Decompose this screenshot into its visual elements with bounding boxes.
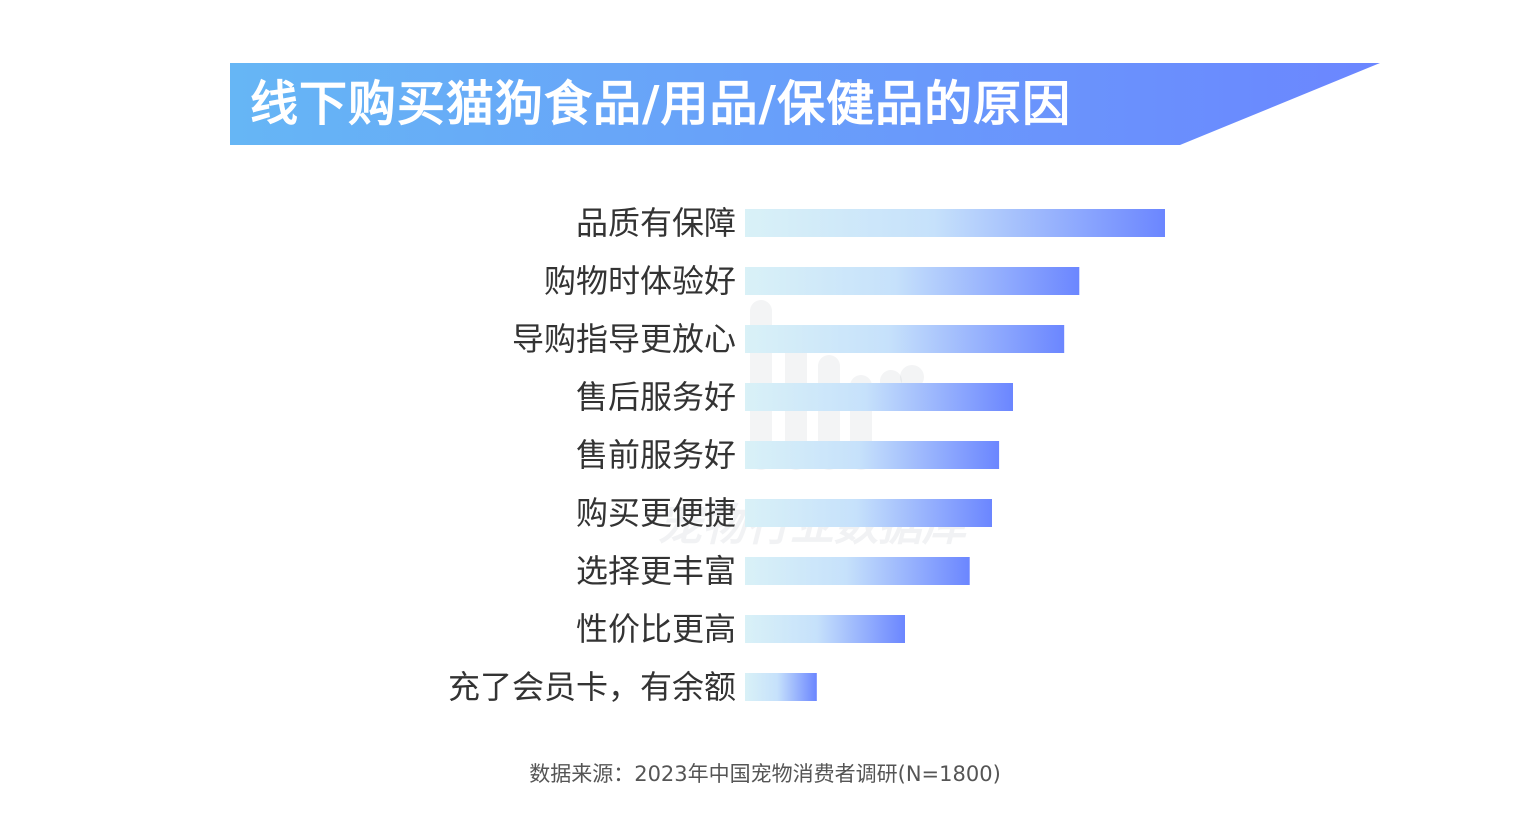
category-label-7: 选择更丰富 (576, 552, 736, 590)
banner-shape (230, 63, 1380, 145)
bar-4 (745, 383, 1013, 411)
bar-8 (745, 615, 905, 643)
bar-7 (745, 557, 970, 585)
bars-group (745, 209, 1165, 701)
bar-9 (745, 673, 817, 701)
category-label-9: 充了会员卡，有余额 (448, 668, 736, 706)
bar-3 (745, 325, 1065, 353)
bar-1 (745, 209, 1165, 237)
category-label-5: 售前服务好 (576, 436, 736, 474)
category-label-1: 品质有保障 (576, 204, 736, 242)
category-label-2: 购物时体验好 (544, 262, 736, 300)
data-source-note: 数据来源：2023年中国宠物消费者调研(N=1800) (529, 762, 1001, 786)
category-label-4: 售后服务好 (576, 378, 736, 416)
bar-5 (745, 441, 1000, 469)
bar-2 (745, 267, 1080, 295)
chart-title: 线下购买猫狗食品/用品/保健品的原因 (250, 76, 1072, 132)
category-label-8: 性价比更高 (576, 610, 736, 648)
title-banner (230, 63, 1380, 145)
bar-6 (745, 499, 992, 527)
category-label-3: 导购指导更放心 (512, 320, 736, 358)
category-label-6: 购买更便捷 (576, 494, 736, 532)
category-labels-group: 品质有保障购物时体验好导购指导更放心售后服务好售前服务好购买更便捷选择更丰富性价… (448, 204, 736, 706)
